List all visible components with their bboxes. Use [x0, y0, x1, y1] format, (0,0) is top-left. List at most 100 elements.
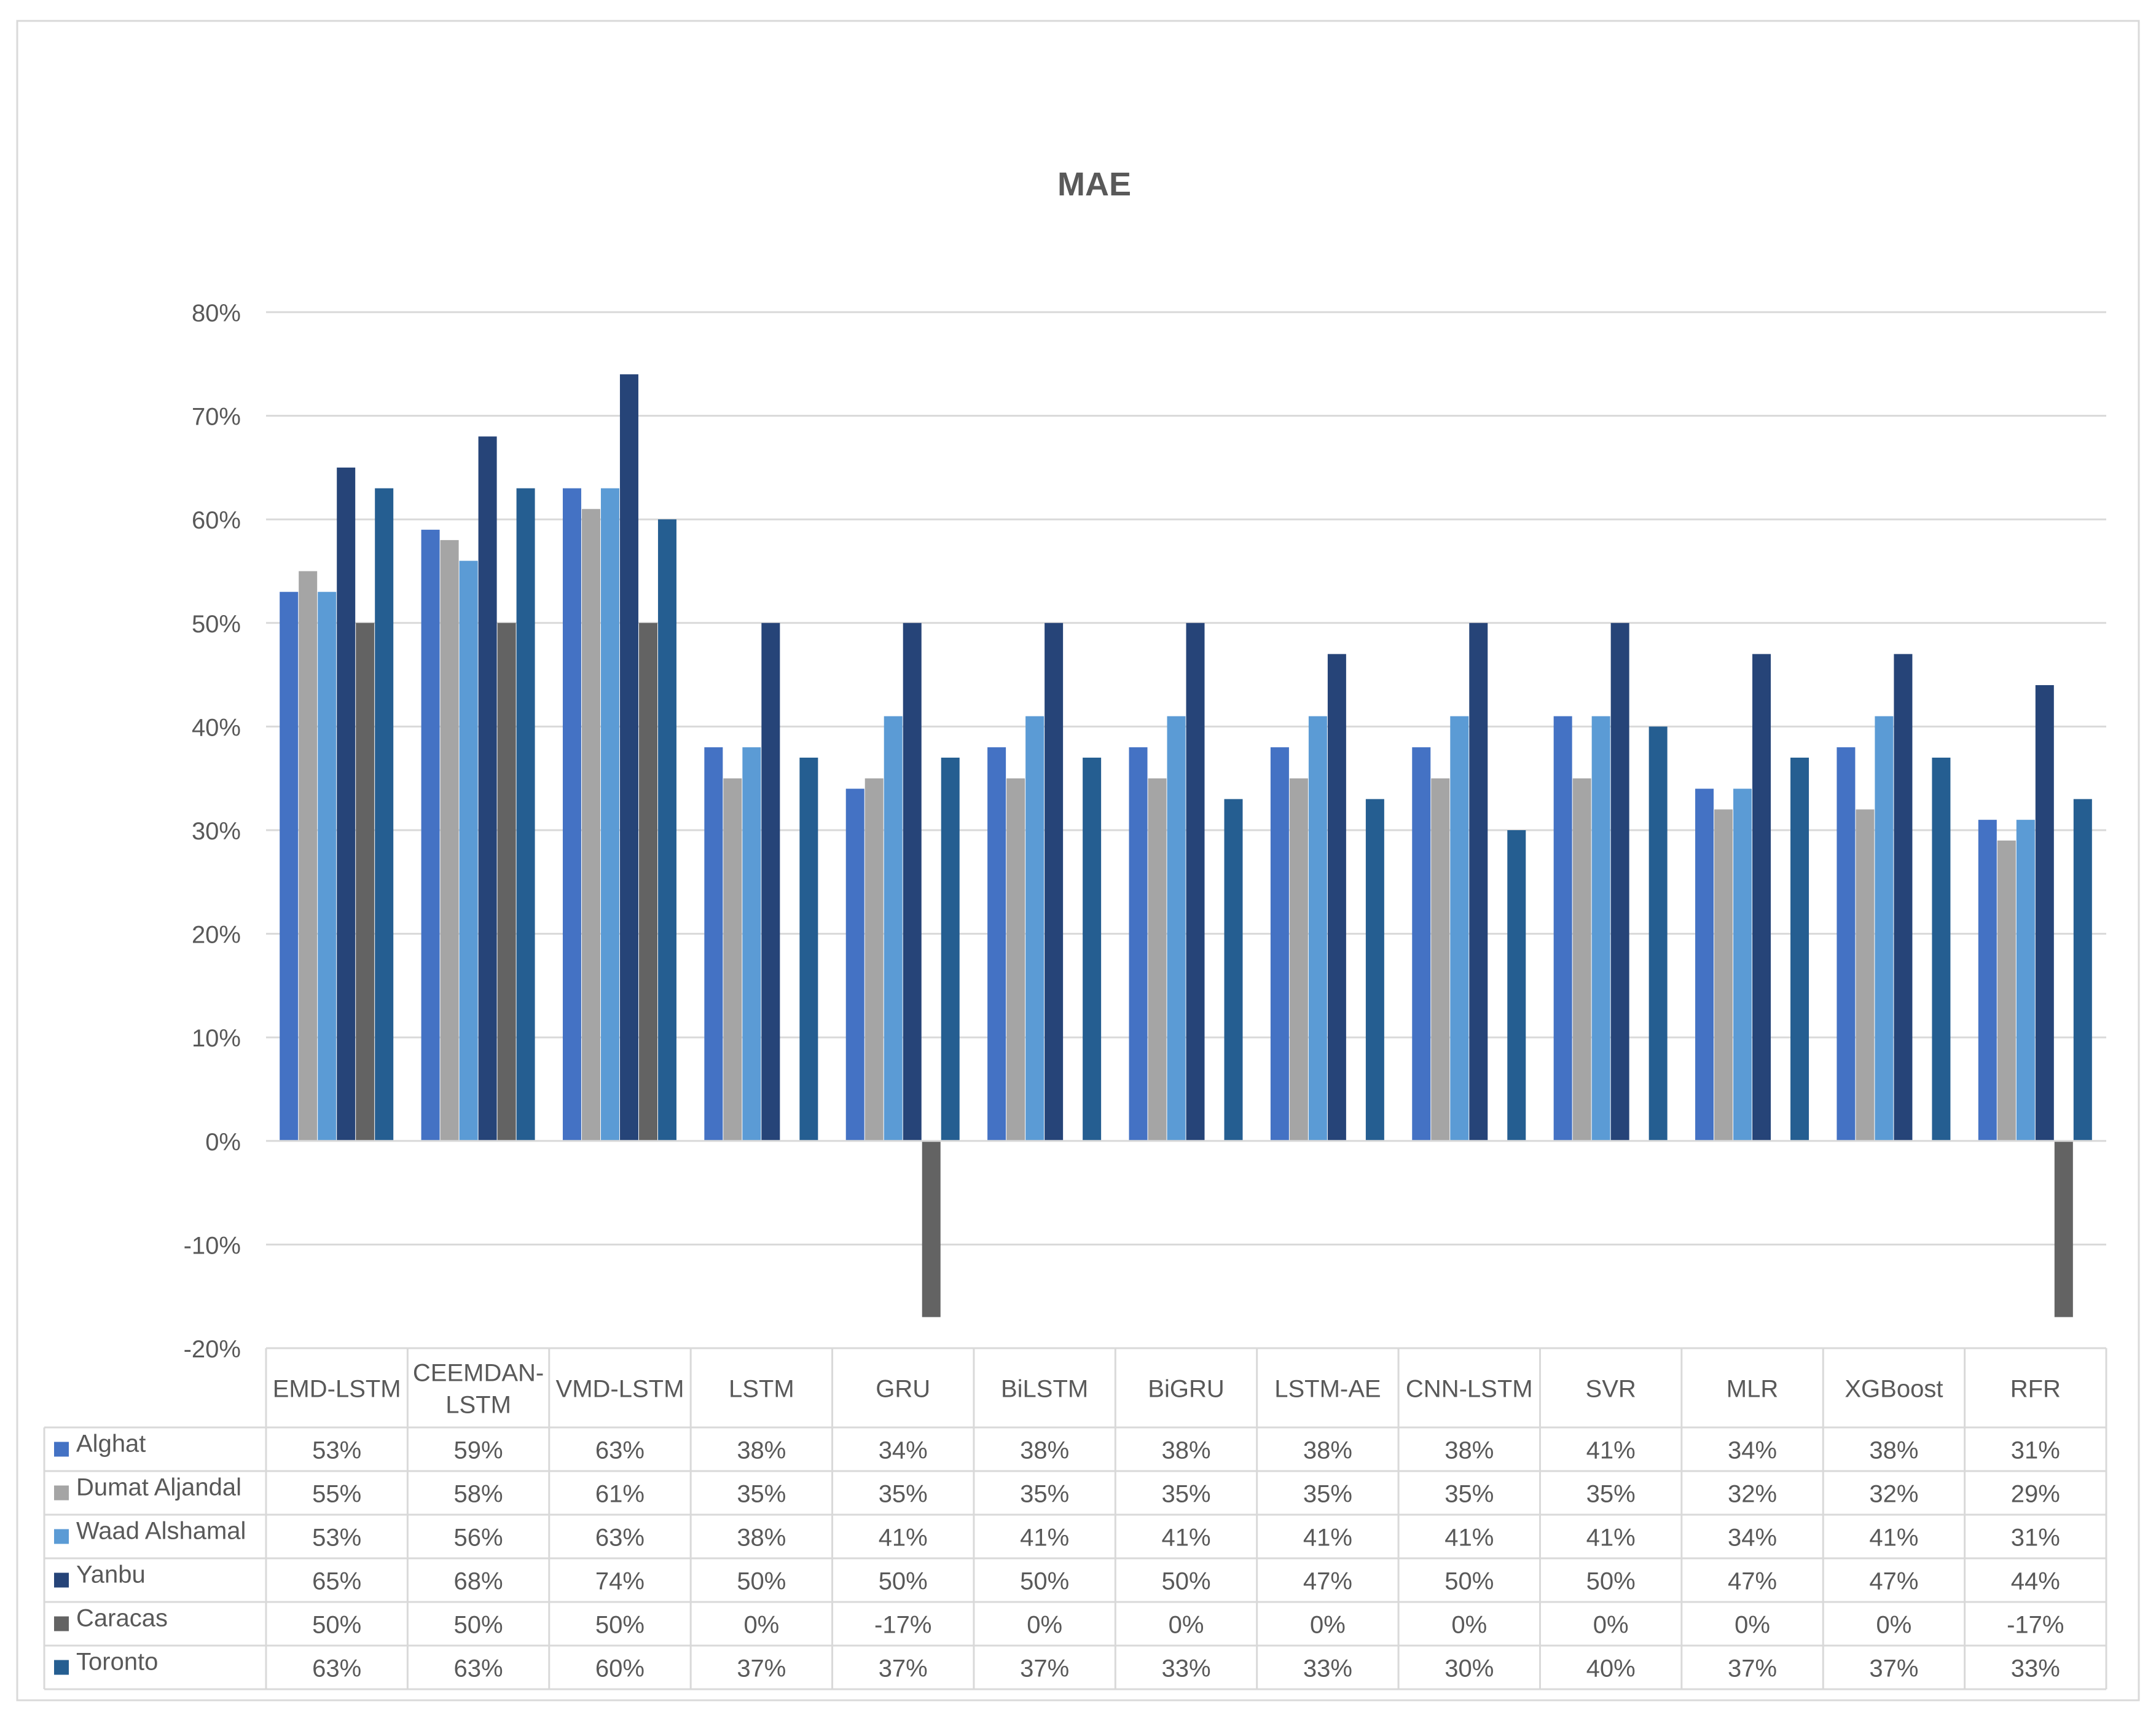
series-name: Dumat Aljandal	[76, 1474, 241, 1501]
table-value: 68%	[454, 1568, 503, 1595]
bar	[742, 747, 761, 1141]
bar	[1714, 809, 1733, 1141]
table-value: 33%	[1303, 1655, 1352, 1682]
bar	[478, 436, 497, 1141]
table-value: 55%	[312, 1481, 361, 1508]
bar	[619, 374, 638, 1141]
bar	[1752, 654, 1771, 1141]
table-value: 53%	[312, 1525, 361, 1552]
table-value: 50%	[737, 1568, 786, 1595]
table-value: 50%	[1445, 1568, 1494, 1595]
bar	[2016, 820, 2035, 1141]
bar	[1167, 716, 1186, 1141]
table-value: 61%	[595, 1481, 645, 1508]
bar	[421, 530, 440, 1141]
y-tick-label: -20%	[184, 1336, 241, 1363]
category-label: LSTM	[729, 1376, 794, 1403]
table-value: 59%	[454, 1437, 503, 1464]
bar	[299, 571, 318, 1141]
bar	[1224, 799, 1243, 1141]
table-value: 37%	[1869, 1655, 1918, 1682]
table-value: 41%	[1586, 1525, 1636, 1552]
bar	[1186, 622, 1205, 1141]
bar	[799, 757, 818, 1141]
bar	[1856, 809, 1875, 1141]
bar	[723, 778, 742, 1141]
bar	[1507, 830, 1526, 1141]
bar	[1978, 820, 1997, 1141]
table-value: 37%	[737, 1655, 786, 1682]
y-tick-label: -10%	[184, 1232, 241, 1259]
category-label: EMD-LSTM	[273, 1376, 401, 1403]
legend-key	[54, 1442, 69, 1457]
legend-key	[54, 1616, 69, 1631]
bar	[1572, 778, 1591, 1141]
table-value: 35%	[1586, 1481, 1636, 1508]
bar	[1025, 716, 1045, 1141]
legend-key	[54, 1529, 69, 1544]
bar	[761, 622, 780, 1141]
bar	[1648, 726, 1668, 1141]
table-value: 29%	[2011, 1481, 2060, 1508]
table-value: 50%	[1020, 1568, 1069, 1595]
y-tick-label: 70%	[192, 404, 241, 431]
bar	[1129, 747, 1148, 1141]
bar	[318, 592, 337, 1141]
data-table: EMD-LSTM CEEMDAN- LSTM VMD-LSTM LSTM GRU BiLST…	[43, 1347, 2107, 1690]
bar	[337, 467, 356, 1141]
bar	[1045, 622, 1064, 1141]
bar	[657, 519, 676, 1141]
table-value: 35%	[1020, 1481, 1069, 1508]
table-value: 32%	[1869, 1481, 1918, 1508]
bar	[280, 592, 299, 1141]
bar	[375, 488, 394, 1141]
legend-key	[54, 1660, 69, 1675]
table-value: 50%	[595, 1612, 645, 1639]
bar	[903, 622, 922, 1141]
bar	[1553, 716, 1572, 1141]
table-value: 50%	[312, 1612, 361, 1639]
y-tick-label: 10%	[192, 1025, 241, 1052]
table-value: 35%	[737, 1481, 786, 1508]
chart-title: MAE	[1057, 166, 1131, 203]
table-value: 65%	[312, 1568, 361, 1595]
table-value: 38%	[1161, 1437, 1210, 1464]
table-value: 0%	[743, 1612, 779, 1639]
table-value: 40%	[1586, 1655, 1636, 1682]
table-value: 38%	[1869, 1437, 1918, 1464]
table-value: 35%	[1445, 1481, 1494, 1508]
table-value: 33%	[2011, 1655, 2060, 1682]
table-value: 50%	[1161, 1568, 1210, 1595]
bar	[562, 488, 581, 1141]
table-value: 37%	[1728, 1655, 1777, 1682]
table-value: 38%	[737, 1525, 786, 1552]
bar	[497, 622, 516, 1141]
table-value: 35%	[879, 1481, 928, 1508]
bar	[600, 488, 619, 1141]
category-label: LSTM	[445, 1392, 511, 1419]
table-value: 53%	[312, 1437, 361, 1464]
series-name: Alghat	[76, 1431, 146, 1458]
bar	[1083, 757, 1102, 1141]
y-tick-label: 40%	[192, 714, 241, 741]
bar	[987, 747, 1006, 1141]
category-label: BiLSTM	[1001, 1376, 1088, 1403]
bar	[1431, 778, 1450, 1141]
bar	[2035, 685, 2054, 1141]
table-value: 38%	[1303, 1437, 1352, 1464]
table-value: 37%	[879, 1655, 928, 1682]
table-value: 0%	[1735, 1612, 1770, 1639]
table-value: 50%	[454, 1612, 503, 1639]
bar	[1469, 622, 1488, 1141]
table-value: 41%	[1020, 1525, 1069, 1552]
bar	[1289, 778, 1308, 1141]
table-value: 74%	[595, 1568, 645, 1595]
category-label: RFR	[2010, 1376, 2061, 1403]
series-name: Yanbu	[76, 1561, 146, 1588]
bar	[1412, 747, 1431, 1141]
table-value: 35%	[1161, 1481, 1210, 1508]
bar	[1695, 788, 1714, 1141]
bar	[1837, 747, 1856, 1141]
bar	[845, 788, 864, 1141]
bar	[1733, 788, 1752, 1141]
